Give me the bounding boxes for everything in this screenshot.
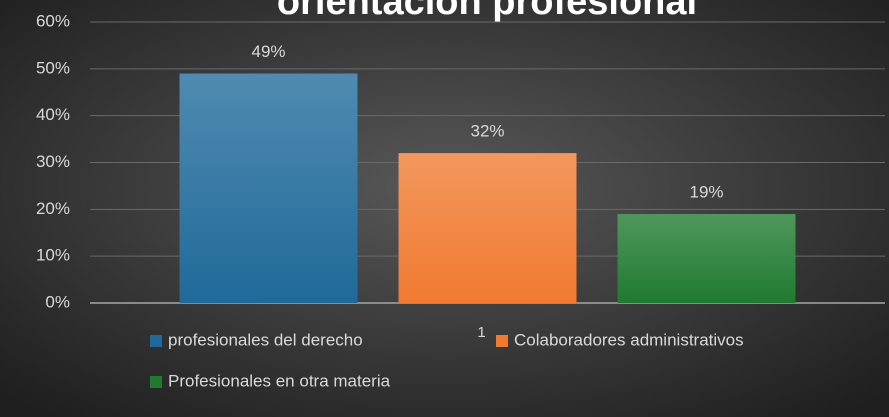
legend-swatch: [150, 335, 162, 347]
data-label: 49%: [251, 42, 285, 61]
y-tick-label: 20%: [36, 199, 70, 218]
data-label: 19%: [689, 183, 723, 202]
y-tick-label: 40%: [36, 105, 70, 124]
bar-shine: [617, 214, 796, 303]
legend-swatch: [496, 335, 508, 347]
y-tick-label: 50%: [36, 58, 70, 77]
y-tick-label: 30%: [36, 152, 70, 171]
bar-shine: [398, 153, 577, 303]
data-label: 32%: [470, 122, 504, 141]
y-tick-label: 10%: [36, 246, 70, 265]
x-tick-label: 1: [477, 324, 485, 341]
legend-swatch: [150, 376, 162, 388]
chart-title: orientación profesional: [277, 0, 697, 23]
legend-label: Profesionales en otra materia: [168, 371, 391, 390]
legend-label: profesionales del derecho: [168, 330, 363, 349]
bar-shine: [179, 73, 358, 304]
y-tick-label: 0%: [45, 292, 70, 311]
y-tick-label: 60%: [36, 11, 70, 30]
legend-label: Colaboradores administrativos: [514, 330, 744, 349]
